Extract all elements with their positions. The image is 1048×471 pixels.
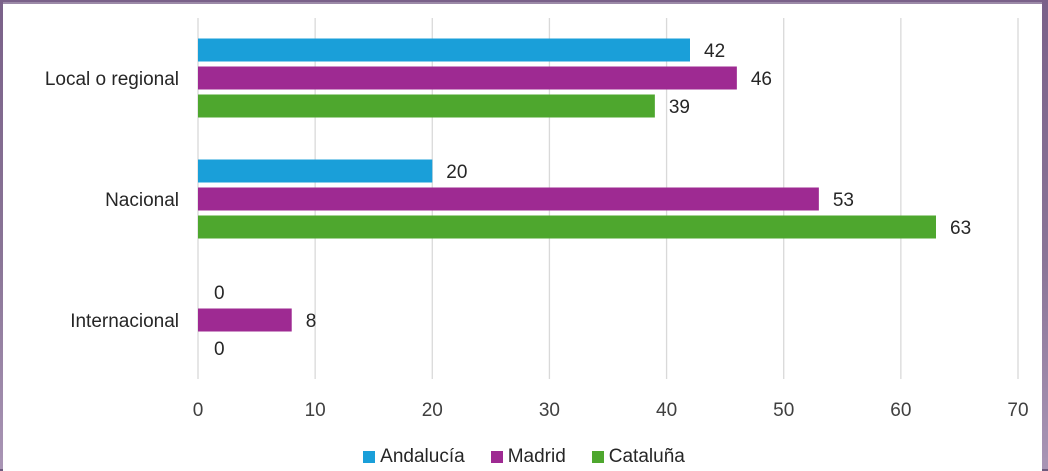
- data-label: 63: [950, 218, 971, 239]
- x-tick-label: 10: [305, 400, 326, 421]
- x-tick-label: 0: [193, 400, 204, 421]
- bar-cataluña: [198, 215, 936, 239]
- legend-item: Andalucía: [363, 446, 465, 468]
- bar-cataluña: [198, 94, 655, 118]
- category-label: Nacional: [105, 190, 179, 211]
- legend-label: Andalucía: [380, 446, 465, 467]
- legend-swatch: [591, 451, 604, 463]
- legend-item: Cataluña: [591, 446, 685, 468]
- chart-legend: Andalucía Madrid Cataluña: [0, 446, 1048, 468]
- legend-label: Madrid: [507, 446, 566, 467]
- x-tick-label: 20: [422, 400, 443, 421]
- data-label: 20: [446, 162, 467, 183]
- legend-swatch: [363, 451, 376, 463]
- x-tick-label: 30: [539, 400, 560, 421]
- data-label: 39: [669, 97, 690, 118]
- category-label: Internacional: [70, 311, 179, 332]
- bar-madrid: [198, 187, 819, 211]
- data-label: 0: [214, 339, 225, 360]
- chart-panel: 0 10 20 30 40 50 60 70 Local o regional 42 46 39 Nac…: [3, 2, 1042, 471]
- x-tick-label: 60: [890, 400, 911, 421]
- data-label: 46: [751, 69, 772, 90]
- legend-swatch: [490, 451, 503, 463]
- legend-item: Madrid: [490, 446, 566, 468]
- x-tick-label: 70: [1007, 400, 1028, 421]
- bar-chart: 0 10 20 30 40 50 60 70 Local o regional 42 46 39 Nac…: [45, 18, 1029, 421]
- category-label: Local o regional: [45, 69, 179, 90]
- bar-madrid: [198, 66, 737, 90]
- data-label: 53: [833, 190, 854, 211]
- bar-andalucía: [198, 38, 690, 62]
- data-label: 0: [214, 283, 225, 304]
- legend-label: Cataluña: [608, 446, 685, 467]
- bar-andalucía: [198, 159, 433, 183]
- x-tick-label: 50: [773, 400, 794, 421]
- data-label: 42: [704, 41, 725, 62]
- bar-madrid: [198, 308, 292, 332]
- data-label: 8: [306, 311, 317, 332]
- x-tick-label: 40: [656, 400, 677, 421]
